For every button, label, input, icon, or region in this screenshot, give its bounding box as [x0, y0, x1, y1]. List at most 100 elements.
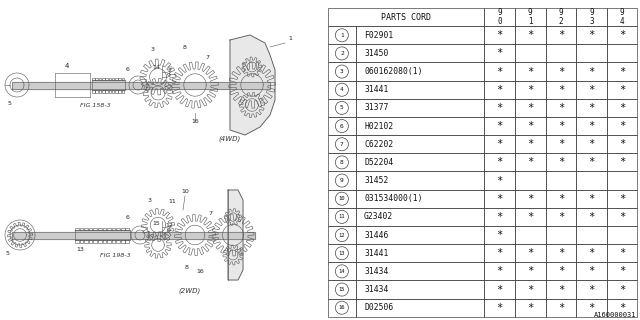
Text: 9
2: 9 2 [559, 8, 563, 27]
Bar [607, 208, 637, 226]
Bar [607, 62, 637, 81]
Text: *: * [527, 139, 533, 149]
Bar [546, 117, 576, 135]
Bar [515, 99, 546, 117]
Bar [328, 280, 356, 299]
Bar [607, 44, 637, 62]
Text: *: * [497, 266, 503, 276]
Text: *: * [497, 121, 503, 131]
Text: 060162080(1): 060162080(1) [364, 67, 422, 76]
Bar [607, 135, 637, 153]
Text: 16: 16 [196, 269, 204, 274]
Bar [546, 153, 576, 172]
Text: 15: 15 [152, 221, 160, 226]
Bar [515, 153, 546, 172]
Bar [356, 172, 484, 190]
Bar [328, 135, 356, 153]
Bar [356, 44, 484, 62]
Bar [484, 299, 515, 317]
Bar [515, 262, 546, 280]
Bar [515, 299, 546, 317]
Text: 5: 5 [8, 101, 12, 106]
Bar [328, 81, 356, 99]
Polygon shape [92, 80, 125, 90]
Bar [576, 135, 607, 153]
Text: *: * [588, 303, 595, 313]
Bar [515, 8, 546, 26]
Text: G23402: G23402 [364, 212, 394, 221]
Polygon shape [230, 35, 275, 135]
Text: *: * [558, 303, 564, 313]
Bar [328, 299, 356, 317]
Bar [576, 208, 607, 226]
Bar [356, 99, 484, 117]
Bar [546, 81, 576, 99]
Text: 8: 8 [183, 45, 187, 50]
Bar [576, 99, 607, 117]
Text: *: * [497, 176, 503, 186]
Bar [484, 99, 515, 117]
Text: *: * [619, 157, 625, 167]
Bar [515, 117, 546, 135]
Bar [607, 99, 637, 117]
Polygon shape [12, 231, 255, 238]
Bar [328, 44, 356, 62]
Text: *: * [527, 212, 533, 222]
Bar [328, 62, 356, 81]
Bar [546, 62, 576, 81]
Text: *: * [497, 248, 503, 258]
Text: *: * [619, 266, 625, 276]
Text: PARTS CORD: PARTS CORD [381, 12, 431, 21]
Text: 7: 7 [208, 211, 212, 216]
Text: *: * [558, 248, 564, 258]
Text: 2: 2 [167, 68, 171, 73]
Text: *: * [619, 284, 625, 294]
Text: *: * [588, 85, 595, 95]
Text: 14: 14 [152, 65, 160, 70]
Text: *: * [497, 284, 503, 294]
Bar [328, 172, 356, 190]
Text: *: * [558, 284, 564, 294]
Text: 12: 12 [165, 223, 173, 228]
Bar [576, 280, 607, 299]
Text: 31377: 31377 [364, 103, 388, 112]
Bar [328, 99, 356, 117]
Bar [576, 62, 607, 81]
Bar [546, 299, 576, 317]
Bar [484, 44, 515, 62]
Text: *: * [619, 85, 625, 95]
Bar [515, 190, 546, 208]
Text: *: * [588, 121, 595, 131]
Text: *: * [588, 67, 595, 76]
Text: *: * [558, 121, 564, 131]
Text: 9
4: 9 4 [620, 8, 624, 27]
Text: *: * [527, 194, 533, 204]
Text: *: * [619, 67, 625, 76]
Text: 031534000(1): 031534000(1) [364, 194, 422, 203]
Text: D02506: D02506 [364, 303, 394, 312]
Text: *: * [497, 103, 503, 113]
Text: (4WD): (4WD) [219, 135, 241, 141]
Bar [484, 244, 515, 262]
Bar [576, 226, 607, 244]
Bar [546, 99, 576, 117]
Bar [546, 190, 576, 208]
Bar [576, 190, 607, 208]
Text: *: * [497, 303, 503, 313]
Bar [607, 81, 637, 99]
Bar [515, 244, 546, 262]
Bar [515, 62, 546, 81]
Bar [607, 190, 637, 208]
Text: 7: 7 [340, 142, 344, 147]
Text: 15: 15 [339, 287, 345, 292]
Text: FIG 198-3: FIG 198-3 [100, 253, 131, 258]
Text: 31434: 31434 [364, 285, 388, 294]
Text: *: * [619, 212, 625, 222]
Text: F02901: F02901 [364, 31, 394, 40]
Text: 13: 13 [339, 251, 345, 256]
Bar [328, 190, 356, 208]
Bar [356, 226, 484, 244]
Text: 3: 3 [148, 198, 152, 203]
Text: 9: 9 [167, 73, 171, 78]
Text: 11: 11 [168, 199, 176, 204]
